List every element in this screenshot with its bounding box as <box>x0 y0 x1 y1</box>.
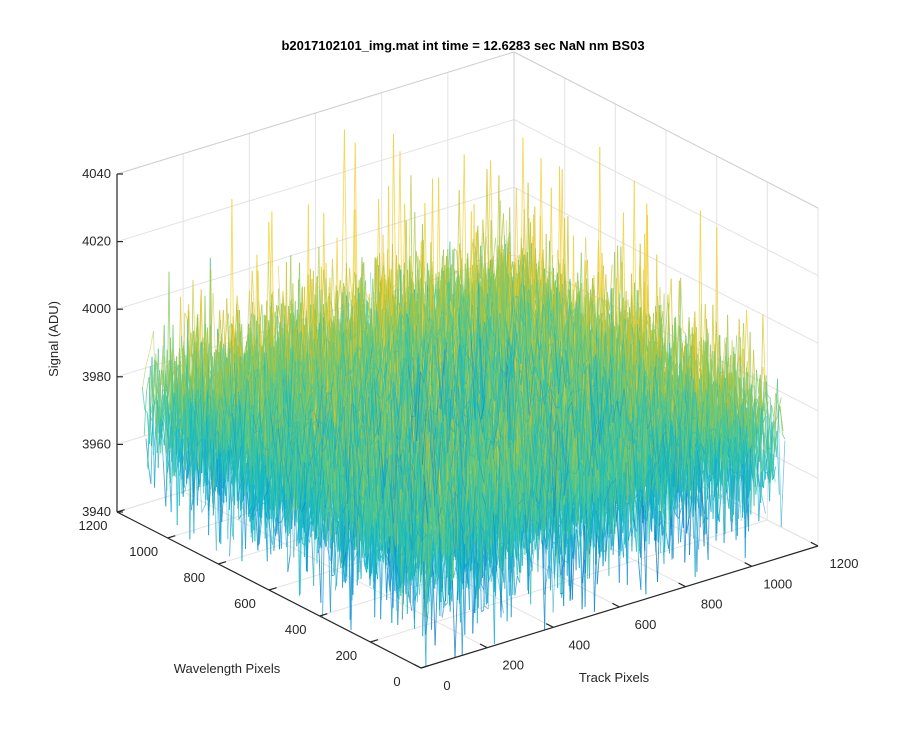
surface-segment <box>146 376 150 391</box>
surface-segment <box>149 356 153 445</box>
surface-segment <box>393 133 397 309</box>
surface-segment <box>162 461 167 507</box>
surface-segment <box>331 259 336 312</box>
surface-mesh <box>141 129 786 667</box>
surface-segment <box>161 432 165 446</box>
surface-segment <box>188 304 192 357</box>
surface-segment <box>341 129 345 292</box>
surface-segment <box>143 390 148 436</box>
surface-segment <box>461 154 465 295</box>
surface-segment <box>168 452 172 513</box>
surface-segment <box>456 243 461 299</box>
surface-segment <box>408 175 412 292</box>
surface-segment <box>374 256 378 310</box>
surface-segment <box>235 334 239 360</box>
surface-segment <box>167 449 171 473</box>
surface-segment <box>153 426 157 456</box>
surface-segment <box>160 423 164 462</box>
surface-segment <box>192 280 196 358</box>
surface-segment <box>352 142 356 307</box>
surface-segment <box>150 400 154 484</box>
surface-segment <box>174 361 178 526</box>
surface-segment <box>349 268 353 299</box>
surface-segment <box>148 465 152 484</box>
surface-segment <box>236 295 240 324</box>
surface-segment <box>141 386 146 410</box>
surface-segment <box>272 311 276 327</box>
surface-segment <box>162 422 166 444</box>
surface-segment <box>153 393 157 440</box>
surface-segment <box>453 248 457 252</box>
surface-segment <box>490 160 494 271</box>
surface-segment <box>409 257 413 280</box>
surface-segment <box>251 270 256 316</box>
surface-segment <box>343 129 348 290</box>
